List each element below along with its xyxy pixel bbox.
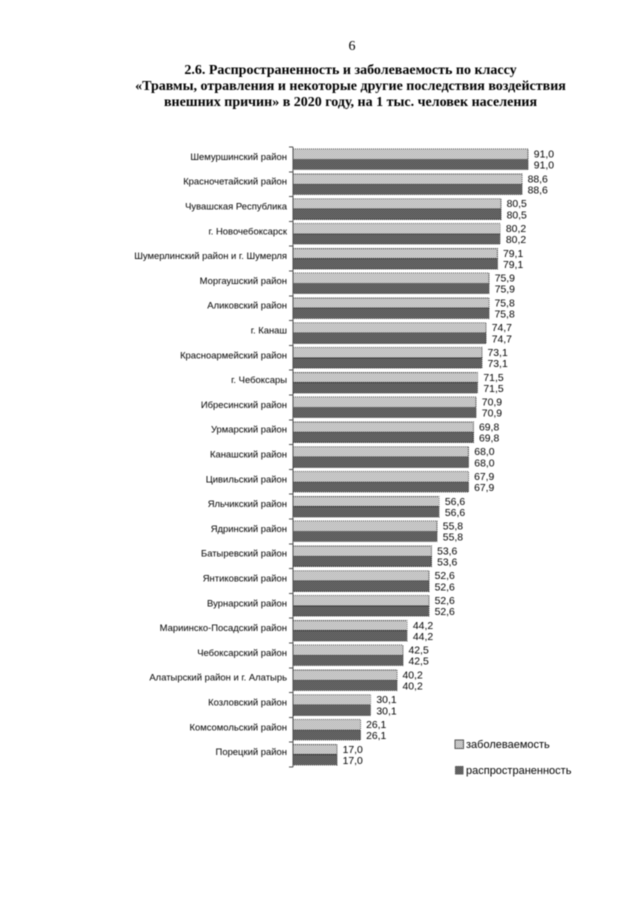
svg-text:Чувашская Республика: Чувашская Республика xyxy=(185,202,288,213)
svg-text:52,6: 52,6 xyxy=(435,571,455,582)
svg-text:40,2: 40,2 xyxy=(403,670,423,681)
svg-text:53,6: 53,6 xyxy=(437,558,457,569)
svg-text:распространенность: распространенность xyxy=(466,765,572,777)
svg-text:52,6: 52,6 xyxy=(435,607,455,618)
svg-text:Цивильский район: Цивильский район xyxy=(206,474,287,485)
svg-text:Мариинско-Посадский район: Мариинско-Посадский район xyxy=(160,623,287,634)
svg-text:40,2: 40,2 xyxy=(403,682,423,693)
svg-text:75,8: 75,8 xyxy=(495,310,515,321)
svg-text:53,6: 53,6 xyxy=(437,546,457,557)
svg-text:70,9: 70,9 xyxy=(482,398,502,409)
svg-text:Ибресинский район: Ибресинский район xyxy=(201,400,287,411)
svg-text:75,9: 75,9 xyxy=(495,285,515,296)
svg-text:75,9: 75,9 xyxy=(495,274,515,285)
svg-text:56,6: 56,6 xyxy=(445,497,465,508)
svg-text:Алатырский район и г. Алатырь: Алатырский район и г. Алатырь xyxy=(149,673,287,684)
svg-text:67,9: 67,9 xyxy=(474,483,494,494)
svg-text:55,8: 55,8 xyxy=(443,533,463,544)
svg-text:69,8: 69,8 xyxy=(479,434,499,445)
svg-text:56,6: 56,6 xyxy=(445,508,465,519)
svg-text:г. Чебоксары: г. Чебоксары xyxy=(231,375,287,386)
svg-text:80,2: 80,2 xyxy=(506,224,526,235)
svg-text:Чебоксарский район: Чебоксарский район xyxy=(197,648,287,659)
svg-text:30,1: 30,1 xyxy=(376,695,396,706)
svg-text:44,2: 44,2 xyxy=(413,632,433,643)
svg-text:68,0: 68,0 xyxy=(474,447,494,458)
svg-text:Порецкий район: Порецкий район xyxy=(216,747,287,758)
svg-text:Моргаушский район: Моргаушский район xyxy=(200,276,287,287)
svg-text:42,5: 42,5 xyxy=(409,646,429,657)
svg-text:Ядринский район: Ядринский район xyxy=(211,524,287,535)
svg-text:73,1: 73,1 xyxy=(488,348,508,359)
svg-text:69,8: 69,8 xyxy=(479,422,499,433)
svg-text:Вурнарский район: Вурнарский район xyxy=(207,598,287,609)
svg-text:75,8: 75,8 xyxy=(495,298,515,309)
svg-text:44,2: 44,2 xyxy=(413,621,433,632)
svg-text:17,0: 17,0 xyxy=(343,756,363,767)
svg-text:Аликовский район: Аликовский район xyxy=(207,301,287,312)
svg-text:91,0: 91,0 xyxy=(534,161,554,172)
svg-text:Шумерлинский район и г. Шумерл: Шумерлинский район и г. Шумерля xyxy=(134,251,287,262)
svg-text:17,0: 17,0 xyxy=(343,745,363,756)
svg-text:Козловский район: Козловский район xyxy=(208,698,287,709)
svg-text:Янтиковский район: Янтиковский район xyxy=(203,574,287,585)
svg-text:73,1: 73,1 xyxy=(488,359,508,370)
svg-text:Красночетайский район: Красночетайский район xyxy=(183,177,287,188)
svg-text:71,5: 71,5 xyxy=(483,384,503,395)
svg-text:88,6: 88,6 xyxy=(528,186,548,197)
svg-text:91,0: 91,0 xyxy=(534,150,554,161)
svg-text:42,5: 42,5 xyxy=(409,657,429,668)
svg-text:Канашский район: Канашский район xyxy=(210,450,287,461)
svg-text:30,1: 30,1 xyxy=(376,706,396,717)
svg-text:г. Канаш: г. Канаш xyxy=(251,326,287,337)
svg-text:79,1: 79,1 xyxy=(503,260,523,271)
svg-text:26,1: 26,1 xyxy=(366,731,386,742)
svg-text:80,2: 80,2 xyxy=(506,235,526,246)
svg-text:55,8: 55,8 xyxy=(443,522,463,533)
svg-text:71,5: 71,5 xyxy=(483,373,503,384)
svg-text:80,5: 80,5 xyxy=(507,210,527,221)
svg-text:Батыревский район: Батыревский район xyxy=(201,549,287,560)
svg-text:Урмарский район: Урмарский район xyxy=(211,425,287,436)
svg-text:52,6: 52,6 xyxy=(435,596,455,607)
svg-text:80,5: 80,5 xyxy=(507,199,527,210)
svg-text:74,7: 74,7 xyxy=(492,334,512,345)
svg-text:74,7: 74,7 xyxy=(492,323,512,334)
svg-text:заболеваемость: заболеваемость xyxy=(466,739,550,751)
svg-text:Яльчикский район: Яльчикский район xyxy=(208,499,287,510)
svg-text:Красноармейский район: Красноармейский район xyxy=(180,350,287,361)
svg-text:70,9: 70,9 xyxy=(482,409,502,420)
svg-text:67,9: 67,9 xyxy=(474,472,494,483)
svg-text:88,6: 88,6 xyxy=(528,174,548,185)
svg-text:79,1: 79,1 xyxy=(503,249,523,260)
svg-text:52,6: 52,6 xyxy=(435,582,455,593)
svg-text:26,1: 26,1 xyxy=(366,720,386,731)
svg-text:68,0: 68,0 xyxy=(474,458,494,469)
svg-text:Комсомольский район: Комсомольский район xyxy=(189,722,287,733)
svg-text:Шемуршинский район: Шемуршинский район xyxy=(190,152,287,163)
svg-text:г. Новочебоксарск: г. Новочебоксарск xyxy=(208,226,287,237)
